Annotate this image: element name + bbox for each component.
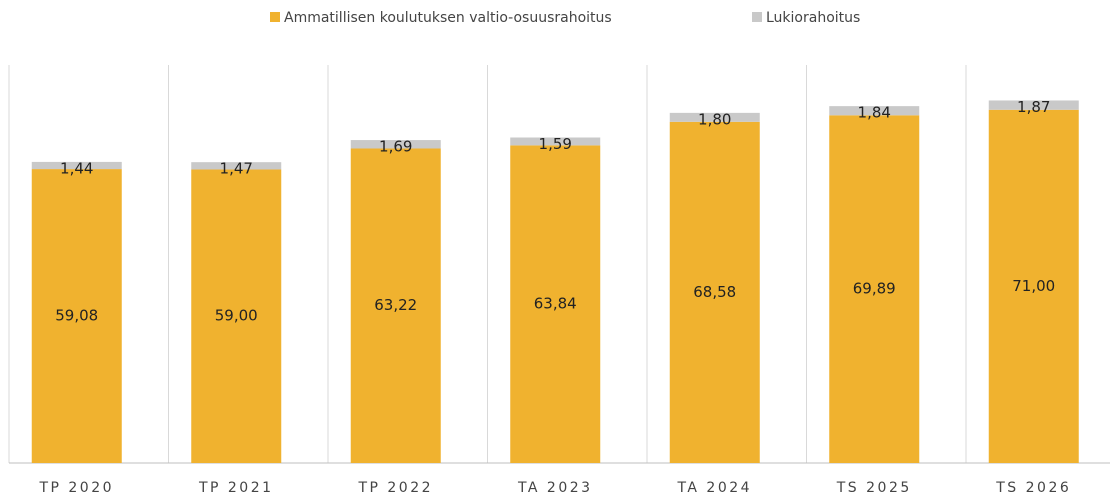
data-label: 63,22 xyxy=(374,296,417,314)
x-tick-label: TS 2026 xyxy=(995,480,1071,496)
data-label: 59,00 xyxy=(215,307,258,325)
legend-swatch xyxy=(270,12,280,22)
bar-segment xyxy=(669,112,760,122)
data-label: 1,84 xyxy=(858,104,891,122)
bar-segment xyxy=(31,161,122,170)
bar-segment xyxy=(829,115,920,464)
data-label: 1,47 xyxy=(220,160,253,178)
x-tick-label: TP 2022 xyxy=(357,480,433,496)
data-label: 1,69 xyxy=(379,138,412,156)
data-label: 71,00 xyxy=(1012,277,1055,295)
legend-label: Ammatillisen koulutuksen valtio-osuusrah… xyxy=(284,10,612,26)
data-label: 1,80 xyxy=(698,110,731,128)
data-label: 59,08 xyxy=(55,307,98,325)
bar-segment xyxy=(350,140,441,149)
data-label: 68,58 xyxy=(693,283,736,301)
bar-segment xyxy=(988,109,1079,464)
bar-segment xyxy=(669,121,760,463)
bar-segment xyxy=(191,162,282,170)
bar-segment xyxy=(191,169,282,463)
bar-segment xyxy=(350,148,441,463)
bar-segment xyxy=(829,106,920,116)
bar-segment xyxy=(510,137,601,146)
x-tick-label: TA 2024 xyxy=(676,480,752,496)
x-tick-label: TS 2025 xyxy=(836,480,912,496)
x-tick-label: TP 2020 xyxy=(38,480,114,496)
bar-segment xyxy=(31,169,122,463)
legend-label: Lukiorahoitus xyxy=(766,10,860,26)
data-label: 1,87 xyxy=(1017,98,1050,116)
x-tick-label: TP 2021 xyxy=(198,480,274,496)
data-label: 69,89 xyxy=(853,280,896,298)
x-tick-label: TA 2023 xyxy=(517,480,593,496)
data-label: 1,44 xyxy=(60,159,93,177)
data-label: 1,59 xyxy=(539,135,572,153)
data-label: 63,84 xyxy=(534,295,577,313)
bar-segment xyxy=(988,100,1079,110)
bar-segment xyxy=(510,145,601,463)
legend-swatch xyxy=(752,12,762,22)
